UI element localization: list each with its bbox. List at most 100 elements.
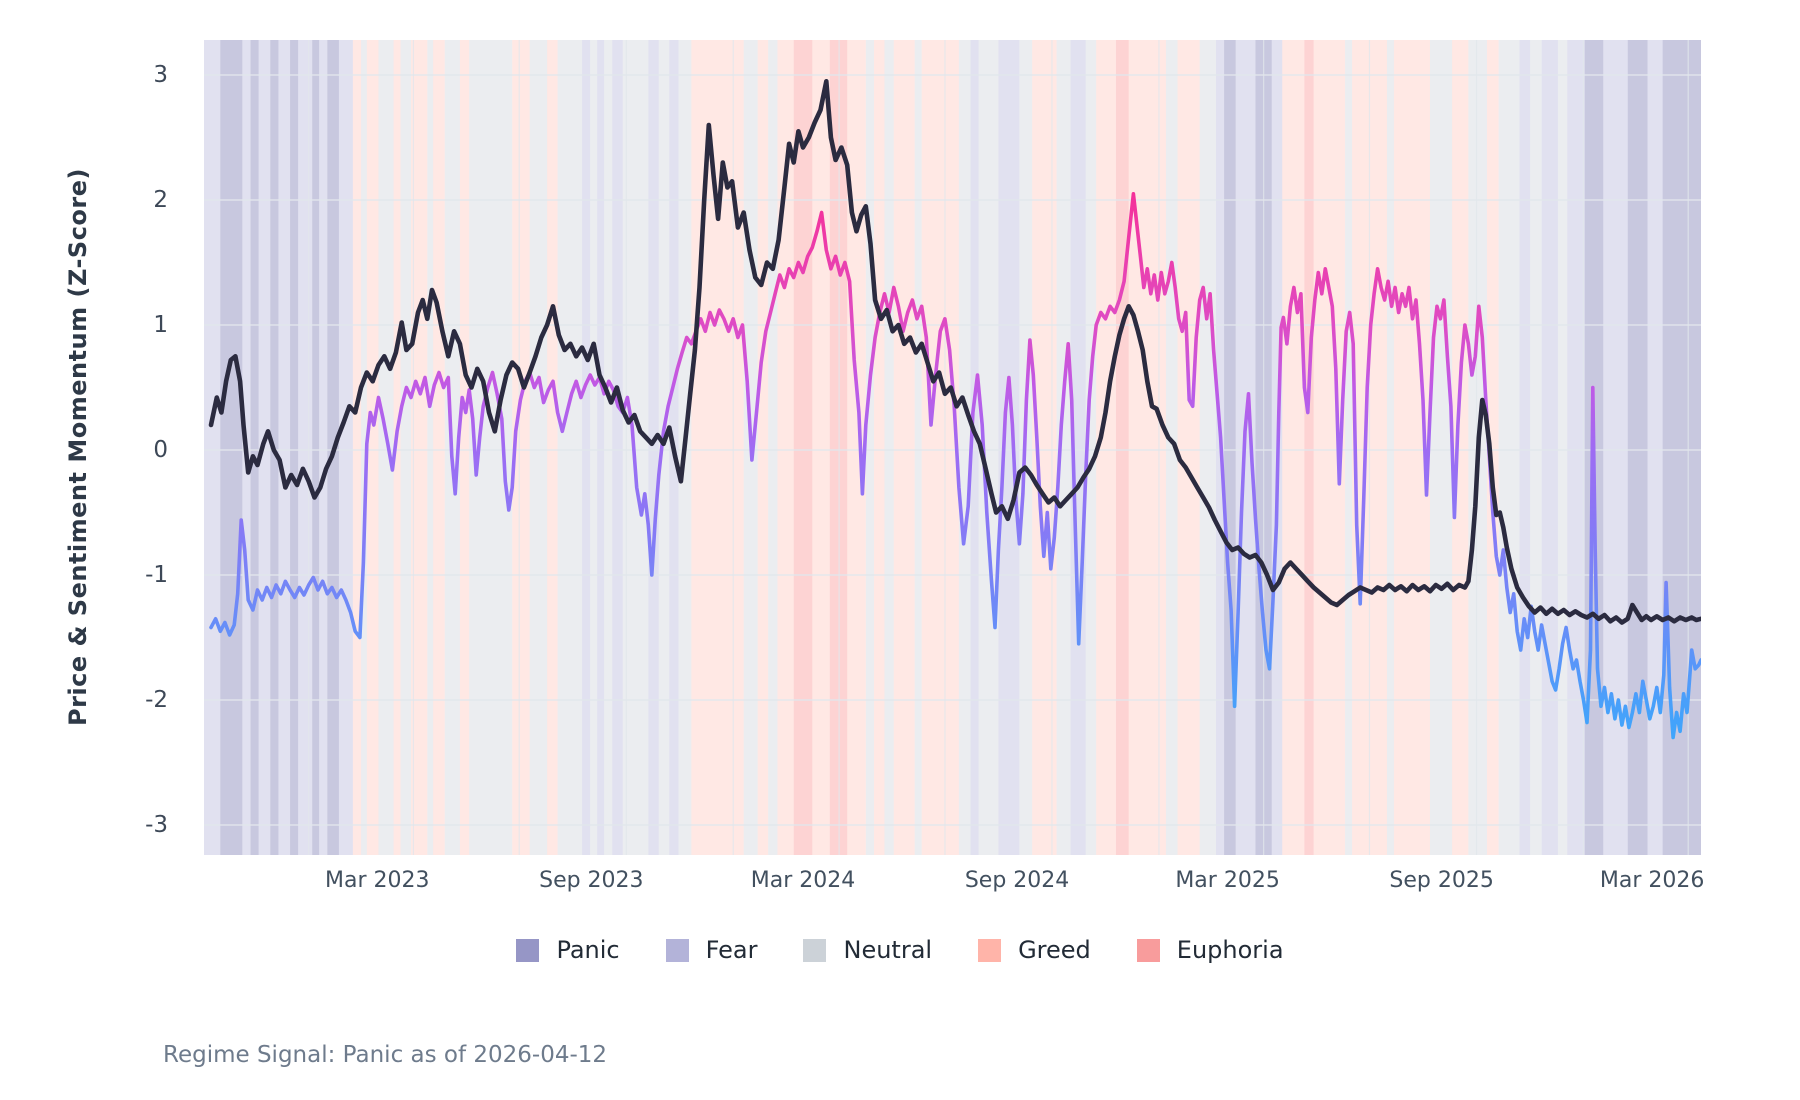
regime-band-fear: [648, 40, 659, 855]
x-tick-label: Mar 2023: [325, 868, 430, 893]
regime-band-greed: [893, 40, 915, 855]
regime-band-neutral: [1557, 40, 1568, 855]
regime-band-fear: [1567, 40, 1585, 855]
regime-band-panic: [290, 40, 299, 855]
regime-band-fear: [319, 40, 328, 855]
regime-band-panic: [312, 40, 320, 855]
regime-band-neutral: [604, 40, 613, 855]
regime-band-euphoria: [1115, 40, 1129, 855]
regime-band-neutral: [914, 40, 922, 855]
regime-band-neutral: [1085, 40, 1097, 855]
regime-band-neutral: [557, 40, 583, 855]
regime-band-fear: [1647, 40, 1663, 855]
regime-band-greed: [777, 40, 794, 855]
regime-band-fear: [1603, 40, 1628, 855]
y-tick-label: -2: [145, 687, 168, 713]
legend-label: Panic: [556, 936, 620, 964]
regime-band-fear: [204, 40, 221, 855]
regime-band-fear: [338, 40, 353, 855]
regime-band-panic: [1662, 40, 1701, 855]
regime-band-greed: [921, 40, 959, 855]
regime-band-neutral: [865, 40, 874, 855]
regime-band-greed: [1096, 40, 1116, 855]
legend-item-panic[interactable]: Panic: [516, 936, 620, 964]
y-tick-label: -3: [145, 812, 168, 838]
regime-band-greed: [393, 40, 401, 855]
regime-band-greed: [812, 40, 830, 855]
regime-band-fear: [970, 40, 979, 855]
regime-band-neutral: [400, 40, 412, 855]
regime-band-greed: [352, 40, 362, 855]
y-tick-label: 3: [153, 62, 168, 88]
legend-swatch-panic: [516, 938, 540, 962]
regime-band-greed: [547, 40, 558, 855]
x-tick-label: Sep 2025: [1389, 868, 1494, 893]
regime-band-fear: [1541, 40, 1558, 855]
regime-band-neutral: [978, 40, 999, 855]
x-tick-label: Sep 2023: [539, 868, 644, 893]
regime-band-neutral: [1429, 40, 1453, 855]
x-tick-label: Mar 2026: [1599, 868, 1705, 893]
regime-band-greed: [757, 40, 769, 855]
price-momentum-line: [208, 79, 1701, 625]
regime-band-greed: [459, 40, 470, 855]
regime-band-fear: [1070, 40, 1086, 855]
regime-band-fear: [582, 40, 591, 855]
regime-band-neutral: [622, 40, 649, 855]
regime-band-fear: [612, 40, 623, 855]
regime-band-fear: [597, 40, 605, 855]
regime-band-neutral: [1345, 40, 1353, 855]
regime-band-neutral: [1530, 40, 1542, 855]
x-tick-label: Mar 2025: [1175, 868, 1280, 893]
legend-item-greed[interactable]: Greed: [978, 936, 1091, 964]
regime-band-panic: [220, 40, 243, 855]
regime-band-neutral: [658, 40, 670, 855]
gridlines: [204, 40, 1701, 855]
regime-band-panic: [250, 40, 259, 855]
regime-band-fear: [298, 40, 313, 855]
regime-band-greed: [847, 40, 866, 855]
legend-item-fear[interactable]: Fear: [665, 936, 758, 964]
legend-label: Fear: [705, 936, 758, 964]
regime-band-greed: [366, 40, 379, 855]
regime-band-neutral: [378, 40, 394, 855]
regime-band-greed: [1177, 40, 1200, 855]
regime-band-greed: [873, 40, 885, 855]
regime-band-greed: [512, 40, 530, 855]
regime-band-neutral: [1386, 40, 1394, 855]
legend-label: Euphoria: [1176, 936, 1284, 964]
legend-label: Neutral: [843, 936, 933, 964]
legend-swatch-euphoria: [1136, 938, 1160, 962]
legend-label: Greed: [1018, 936, 1091, 964]
regime-band-neutral: [361, 40, 367, 855]
regime-band-neutral: [1056, 40, 1071, 855]
regime-band-greed: [691, 40, 744, 855]
regime-band-neutral: [768, 40, 778, 855]
regime-band-neutral: [1498, 40, 1520, 855]
regime-band-greed: [1486, 40, 1499, 855]
regime-band-neutral: [884, 40, 894, 855]
y-axis-title: Price & Sentiment Momentum (Z-Score): [64, 168, 92, 726]
y-tick-label: 2: [153, 187, 168, 213]
regime-band-greed: [1282, 40, 1305, 855]
legend-item-neutral[interactable]: Neutral: [803, 936, 932, 964]
regime-band-fear: [998, 40, 1020, 855]
regime-band-neutral: [958, 40, 971, 855]
regime-band-neutral: [427, 40, 434, 855]
regime-band-neutral: [1165, 40, 1178, 855]
regime-legend: Panic Fear Neutral Greed Euphoria: [0, 936, 1800, 964]
x-tick-label: Mar 2024: [750, 868, 856, 893]
y-tick-label: 1: [153, 312, 168, 338]
regime-band-euphoria: [793, 40, 813, 855]
legend-swatch-greed: [978, 938, 1002, 962]
regime-band-panic: [1224, 40, 1236, 855]
regime-band-greed: [433, 40, 445, 855]
regime-band-fear: [1519, 40, 1531, 855]
regime-band-fear: [278, 40, 291, 855]
regime-band-neutral: [590, 40, 598, 855]
regime-band-euphoria: [1304, 40, 1314, 855]
legend-item-euphoria[interactable]: Euphoria: [1136, 936, 1284, 964]
regime-band-neutral: [529, 40, 548, 855]
